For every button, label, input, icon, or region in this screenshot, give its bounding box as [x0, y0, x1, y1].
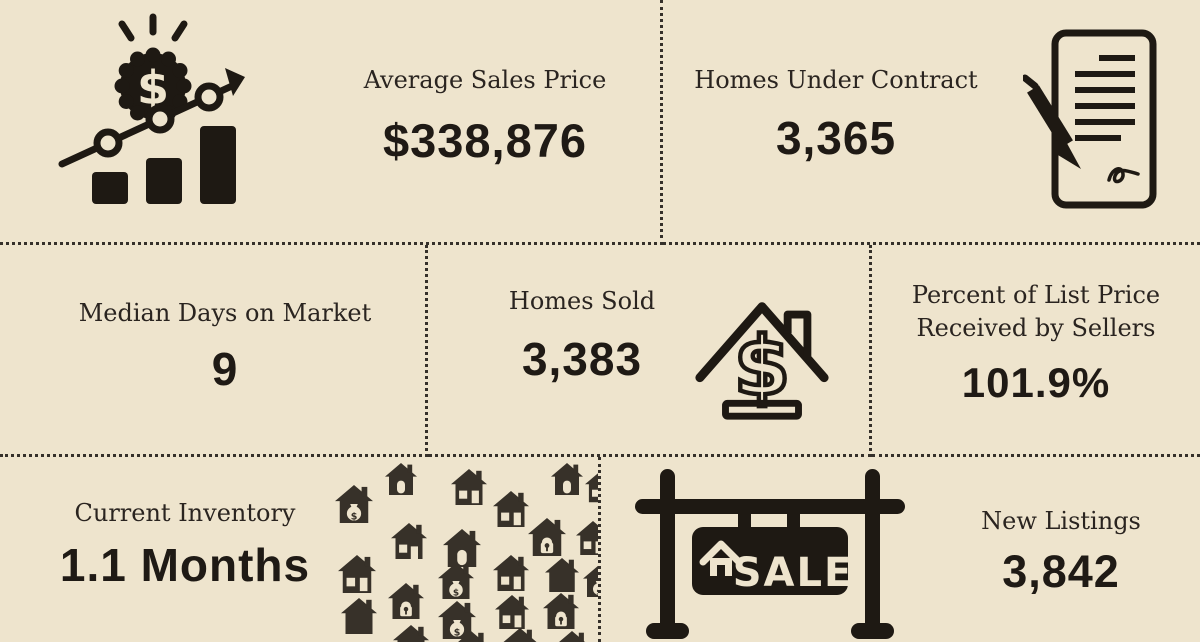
homes-sold-value: 3,383	[521, 333, 643, 386]
card-homes-under-contract: Homes Under Contract 3,365	[663, 0, 1200, 245]
sign-hanger-left	[738, 513, 751, 530]
card-homes-sold: Homes Sold 3,383 $	[428, 245, 872, 457]
sign-right-post	[851, 469, 894, 639]
signature-squiggle	[1107, 167, 1140, 184]
pct-list-price-label: Percent of List Price Received by Seller…	[911, 281, 1161, 343]
trend-points	[93, 82, 224, 158]
pct-list-price-value: 101.9%	[961, 359, 1111, 407]
pen-icon	[1023, 74, 1081, 169]
base-bar	[722, 399, 802, 420]
contract-text-lines	[1075, 55, 1135, 141]
avg-price-label: Average Sales Price	[363, 66, 607, 94]
homes-sold-label: Homes Sold	[508, 287, 656, 315]
house-dollar-symbol: $	[734, 320, 790, 414]
under-contract-value: 3,365	[775, 112, 897, 165]
sign-left-post	[646, 469, 689, 639]
sign-board	[692, 527, 848, 595]
card-new-listings: SALE New Listings 3,842	[601, 457, 1200, 642]
sign-house-icon	[699, 540, 743, 576]
sign-hanger-right	[787, 513, 800, 530]
chimney-outline	[783, 310, 812, 356]
inventory-value: 1.1 Months	[59, 539, 311, 592]
card-median-days-on-market: Median Days on Market 9	[0, 245, 428, 457]
sale-sign-text: SALE	[733, 550, 854, 596]
contract-pen-icon	[1023, 29, 1157, 209]
price-growth-chart-icon: $	[58, 13, 245, 204]
radiating-dashes	[118, 13, 188, 42]
sign-crossbar	[635, 499, 905, 514]
card-percent-list-price: Percent of List Price Received by Seller…	[872, 245, 1200, 457]
new-listings-label: New Listings	[981, 507, 1141, 535]
new-listings-value: 3,842	[1002, 546, 1120, 598]
days-on-market-value: 9	[211, 343, 239, 396]
trend-arrowhead	[225, 68, 245, 96]
card-current-inventory: Current Inventory 1.1 Months	[0, 457, 601, 642]
days-on-market-label: Median Days on Market	[78, 299, 372, 327]
under-contract-label: Homes Under Contract	[694, 66, 978, 94]
card-average-sales-price: $ Average Sales Price $338,876	[0, 0, 663, 245]
inventory-label: Current Inventory	[74, 499, 296, 527]
bar-chart-bars	[92, 126, 236, 204]
sale-sign-icon: SALE	[635, 469, 905, 639]
house-dollar-icon: $	[695, 302, 829, 420]
houses-cluster	[335, 463, 601, 642]
avg-price-value: $338,876	[382, 114, 588, 168]
houses-cluster-icon: $	[333, 463, 601, 642]
